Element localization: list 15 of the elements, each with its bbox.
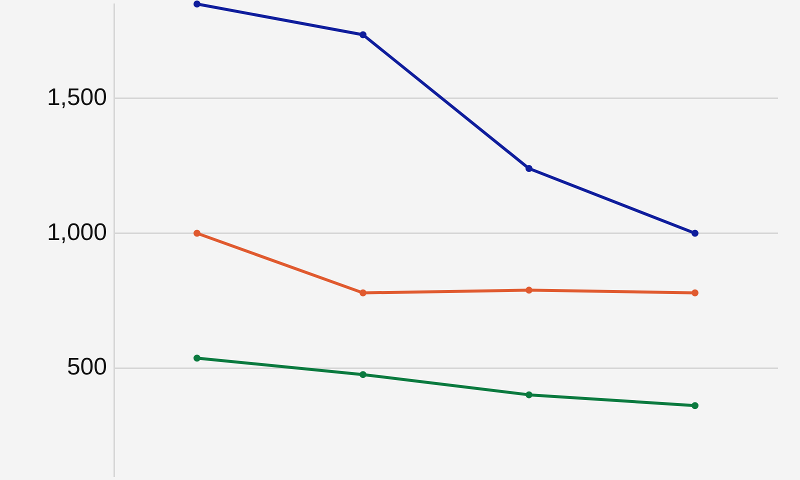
- point: [194, 230, 200, 237]
- y-tick-label: 1,000: [46, 218, 107, 246]
- point: [360, 31, 366, 38]
- y-tick-label: 500: [66, 354, 107, 381]
- point: [194, 0, 200, 8]
- point: [526, 286, 532, 294]
- point: [692, 402, 698, 410]
- y-tick-label: 1,500: [46, 84, 107, 112]
- point: [360, 371, 366, 378]
- point: [526, 165, 532, 172]
- point: [360, 289, 366, 296]
- point: [526, 391, 532, 398]
- point: [692, 289, 698, 296]
- point: [194, 354, 200, 362]
- point: [692, 230, 698, 237]
